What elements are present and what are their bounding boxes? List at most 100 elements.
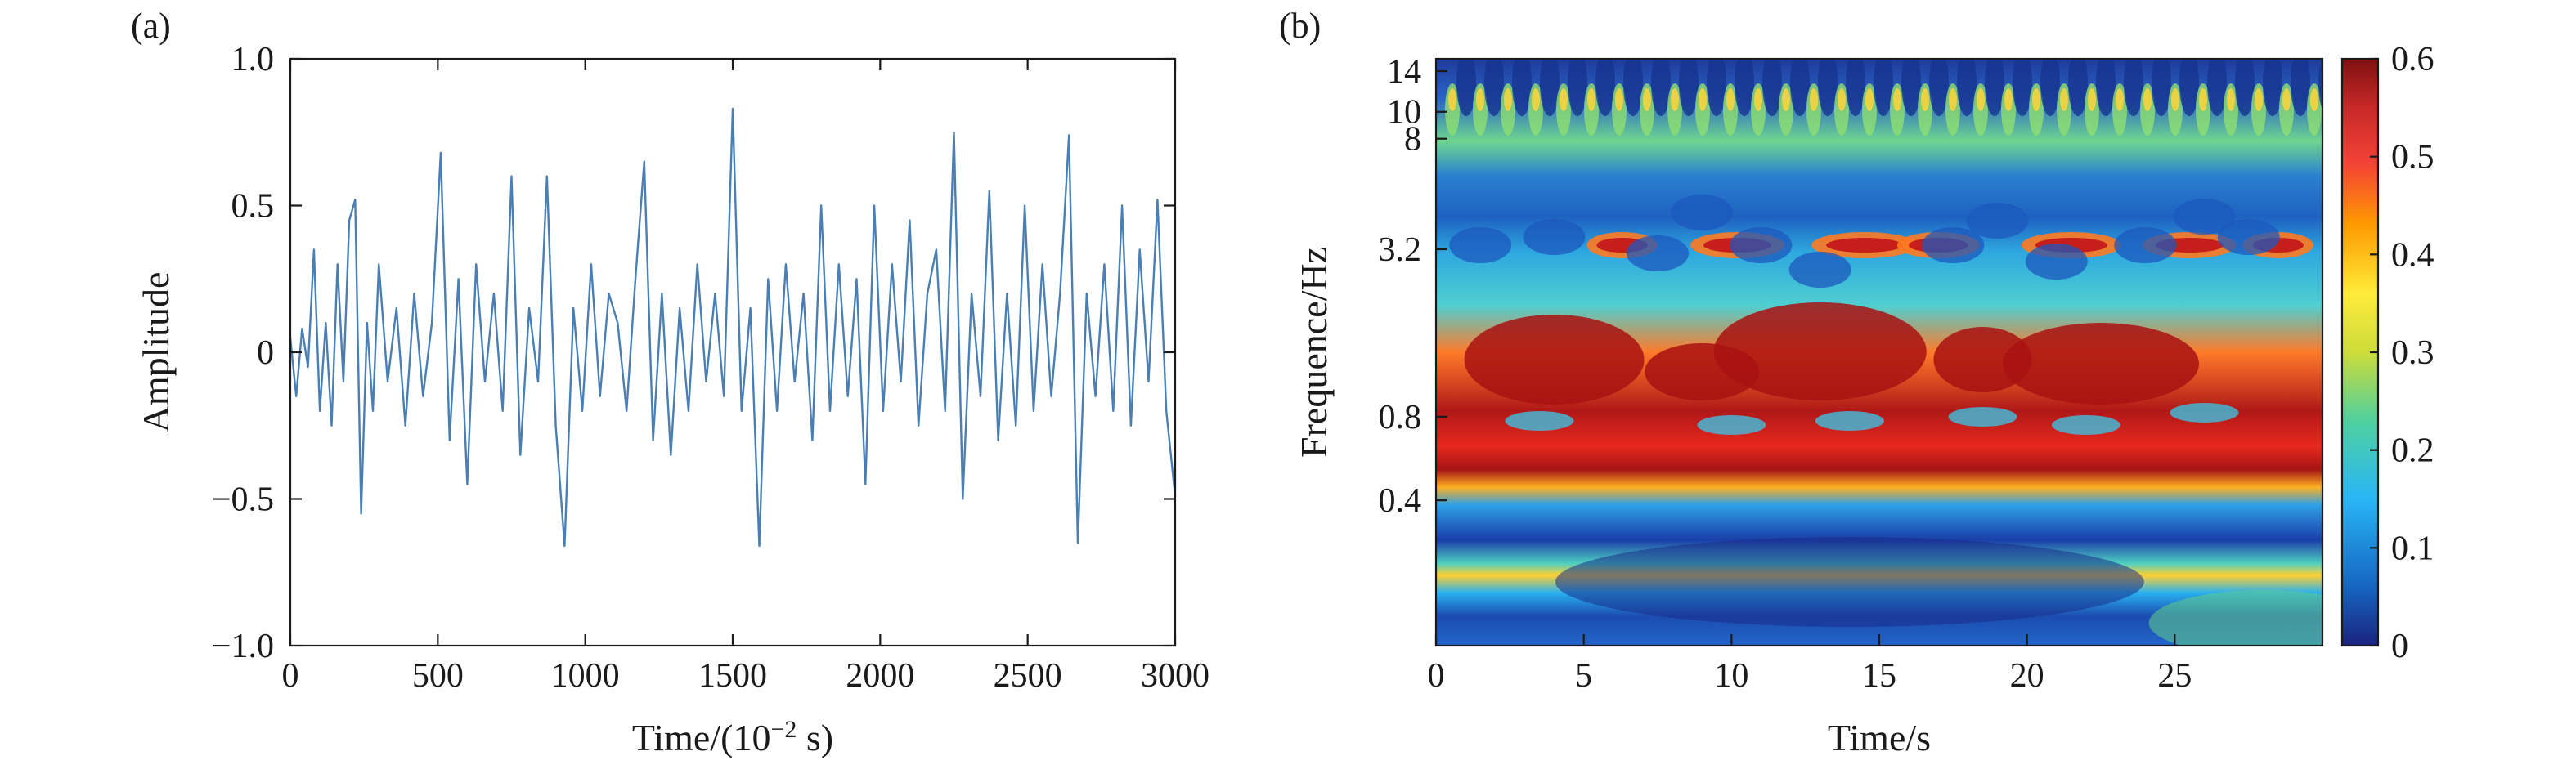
panel-a-plot-area	[289, 107, 1177, 548]
y-tick-label: 0	[257, 334, 274, 372]
hf-gap	[2124, 59, 2143, 116]
colorbar-tick-label: 0.6	[2391, 41, 2435, 78]
hf-spike-core	[1921, 88, 1929, 111]
hf-gap	[2263, 59, 2282, 116]
hf-gap	[1985, 59, 2004, 116]
hf-gap	[2179, 59, 2199, 116]
hf-gap	[1735, 59, 1754, 116]
base-trough	[1555, 537, 2144, 627]
y-tick-label: 3.2	[1379, 231, 1422, 269]
hf-spike-core	[1726, 88, 1735, 111]
x-tick-label: 1000	[551, 657, 620, 695]
colorbar-tick-label: 0.2	[2391, 432, 2435, 470]
low-lobe	[1933, 327, 2032, 392]
hf-gap	[2068, 59, 2088, 116]
hf-spike-core	[2282, 88, 2291, 111]
hf-gap	[2040, 59, 2060, 116]
hf-gap	[1818, 59, 1838, 116]
mid-hole	[1627, 235, 1689, 271]
hf-gap	[1651, 59, 1671, 116]
mid-hole	[2217, 219, 2280, 255]
hf-gap	[1790, 59, 1810, 116]
panel-a: (a) 0 500 1000 1500 2000 2500 3000 1.0 0.5 0 −0.5…	[131, 6, 1209, 758]
hf-gap	[1568, 59, 1587, 116]
mid-hole	[1523, 219, 1586, 255]
hf-spike-core	[1448, 88, 1456, 111]
hf-spike-core	[1977, 88, 1985, 111]
y-tick-label: −0.5	[212, 481, 274, 519]
mid-hole	[1966, 203, 2029, 239]
hf-gap	[2152, 59, 2171, 116]
hf-spike-core	[1643, 88, 1651, 111]
hf-spike-core	[1671, 88, 1679, 111]
x-tick-label: 2000	[846, 657, 914, 695]
hf-spike-core	[1504, 88, 1512, 111]
mid-hole	[1730, 227, 1793, 263]
y-tick-label: 0.4	[1379, 482, 1422, 520]
hf-spike-core	[2255, 88, 2263, 111]
hf-gap	[1957, 59, 1977, 116]
mid-hole	[1671, 195, 1734, 230]
hf-spike-core	[1699, 88, 1707, 111]
panel-a-y-axis-title: Amplitude	[135, 272, 177, 433]
hf-gap	[1595, 59, 1615, 116]
panel-b-x-axis: 0 5 10 15 20 25	[1428, 634, 2192, 695]
panel-b-y-axis-title: Frequence/Hz	[1293, 247, 1335, 458]
mid-hole	[2173, 199, 2236, 235]
mid-hole	[1922, 227, 1985, 263]
hf-gap	[1874, 59, 1893, 116]
hf-gap	[1484, 59, 1504, 116]
hf-spike-core	[1810, 88, 1818, 111]
heatmap-image	[1436, 59, 2322, 646]
hf-spike-core	[1865, 88, 1874, 111]
colorbar-tick-label: 0.3	[2391, 334, 2435, 372]
hf-spike-core	[2088, 88, 2096, 111]
hf-gap	[1707, 59, 1726, 116]
hf-spike-core	[1949, 88, 1957, 111]
low-lobe	[2003, 323, 2199, 405]
hf-gap	[1540, 59, 1560, 116]
hf-gap	[2235, 59, 2255, 116]
mid-streak-core	[1826, 238, 1903, 253]
x-tick-label: 0	[282, 657, 299, 695]
panel-b-x-axis-title: Time/s	[1828, 717, 1931, 758]
hf-gap	[1512, 59, 1532, 116]
hf-spike-core	[2171, 88, 2179, 111]
colorbar-axis: 0.6 0.5 0.4 0.3 0.2 0.1 0	[2370, 41, 2435, 665]
low-pocket	[1697, 415, 1766, 435]
mid-hole	[1449, 227, 1512, 263]
hf-gap	[2013, 59, 2032, 116]
x-tick-label: 15	[1862, 657, 1896, 695]
panel-a-label: (a)	[131, 6, 171, 46]
hf-gap	[1929, 59, 1949, 116]
hf-spike-core	[2143, 88, 2152, 111]
y-tick-label: 14	[1387, 53, 1421, 91]
x-tick-label: 5	[1575, 657, 1592, 695]
x-tick-label: 20	[2010, 657, 2044, 695]
y-tick-label: 0.8	[1379, 399, 1422, 436]
x-tick-label: 3000	[1141, 657, 1209, 695]
hf-gap	[1623, 59, 1643, 116]
base-glow	[2148, 590, 2322, 646]
y-tick-label: 1.0	[231, 41, 275, 78]
low-lobe	[1713, 302, 1927, 400]
signal-line	[289, 107, 1177, 548]
y-tick-label: 10	[1387, 94, 1421, 132]
hf-spike-core	[1615, 88, 1623, 111]
hf-spike-core	[2116, 88, 2124, 111]
mid-hole	[2114, 227, 2177, 263]
low-pocket	[1505, 411, 1574, 431]
hf-spike-core	[1838, 88, 1846, 111]
heatmap-features	[1445, 59, 2322, 646]
x-tick-label: 500	[412, 657, 464, 695]
low-lobe	[1645, 343, 1760, 400]
hf-gap	[2318, 59, 2322, 110]
hf-gap	[2096, 59, 2116, 116]
hf-gap	[1456, 59, 1476, 116]
hf-spike-core	[2227, 88, 2235, 111]
x-tick-label: 25	[2157, 657, 2192, 695]
hf-gap	[2291, 59, 2310, 116]
